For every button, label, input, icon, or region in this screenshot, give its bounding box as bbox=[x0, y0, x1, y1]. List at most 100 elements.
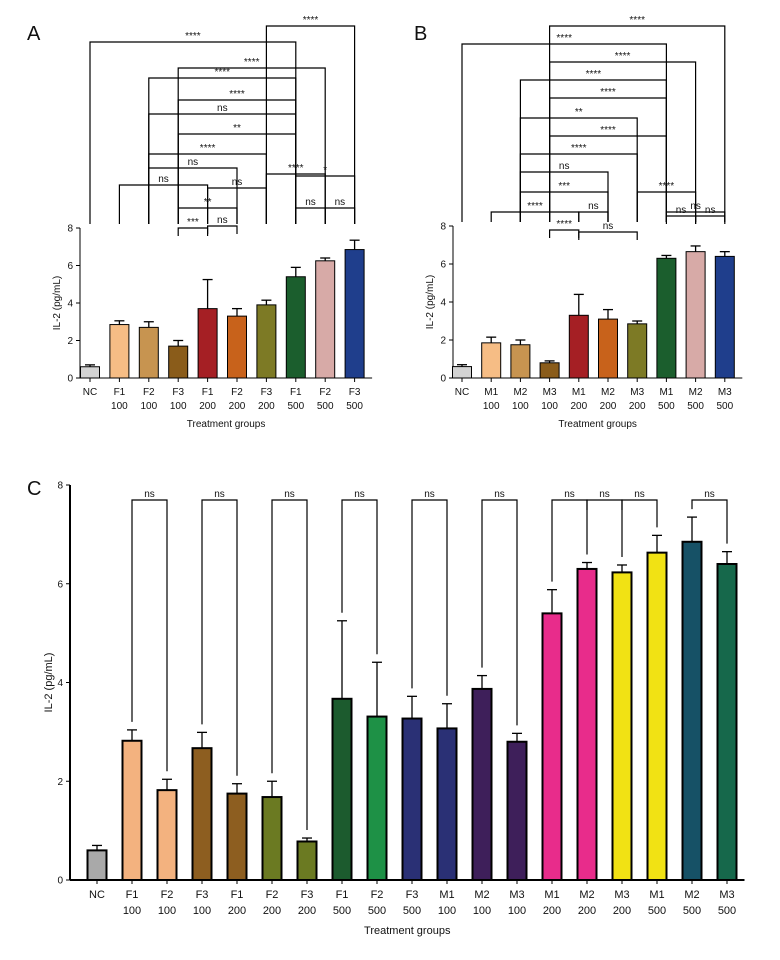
x-tick-label: 200 bbox=[258, 401, 275, 412]
y-tick-label: 0 bbox=[440, 374, 446, 385]
bar bbox=[510, 344, 531, 379]
significance-label: ns bbox=[305, 197, 316, 208]
y-tick-label: 0 bbox=[57, 876, 63, 887]
x-tick-label: M1 bbox=[659, 387, 673, 398]
x-tick-label: 500 bbox=[658, 401, 675, 412]
panel-label: B bbox=[414, 23, 427, 45]
x-tick-label: NC bbox=[89, 889, 105, 901]
y-axis-label: IL-2 (pg/mL) bbox=[43, 653, 55, 713]
y-axis-label: IL-2 (pg/mL) bbox=[425, 275, 436, 329]
significance-label: ns bbox=[424, 489, 435, 500]
x-tick-label: F3 bbox=[349, 387, 361, 398]
x-tick-label: F1 bbox=[114, 387, 126, 398]
significance-label: **** bbox=[586, 69, 602, 80]
x-tick-label: M3 bbox=[509, 889, 524, 901]
bar bbox=[331, 697, 353, 882]
panel-A: A 0 2 4 6 8 IL-2 (pg/mL) NC F1 100 F2 100 F3 100 F1 200… bbox=[27, 15, 373, 430]
x-tick-label: M1 bbox=[649, 889, 664, 901]
significance-bracket bbox=[201, 499, 238, 776]
significance-label: ns bbox=[559, 161, 570, 172]
significance-label: **** bbox=[303, 15, 319, 26]
significance-bracket bbox=[207, 187, 267, 224]
x-tick-label: M2 bbox=[684, 889, 699, 901]
bar bbox=[541, 612, 563, 881]
significance-label: ns bbox=[690, 201, 701, 212]
x-tick-label: F2 bbox=[266, 889, 279, 901]
significance-label: * bbox=[323, 165, 327, 176]
x-tick-label: F1 bbox=[126, 889, 139, 901]
significance-bracket bbox=[324, 207, 356, 224]
significance-label: **** bbox=[659, 181, 675, 192]
bar bbox=[86, 849, 108, 881]
x-tick-label: 500 bbox=[346, 401, 363, 412]
significance-bracket bbox=[131, 499, 168, 772]
y-tick-label: 4 bbox=[57, 678, 63, 689]
significance-bracket bbox=[411, 499, 448, 696]
significance-label: **** bbox=[615, 51, 631, 62]
x-tick-label: 500 bbox=[333, 905, 351, 917]
significance-label: **** bbox=[527, 201, 543, 212]
significance-label: **** bbox=[629, 15, 645, 26]
significance-bracket bbox=[177, 207, 238, 224]
significance-bracket bbox=[271, 499, 308, 831]
x-tick-label: 100 bbox=[111, 401, 128, 412]
y-tick-label: 2 bbox=[440, 336, 446, 347]
significance-label: **** bbox=[571, 143, 587, 154]
significance-label: **** bbox=[229, 89, 245, 100]
significance-bracket bbox=[665, 215, 697, 224]
significance-label: ns bbox=[158, 174, 169, 185]
significance-bracket bbox=[89, 41, 297, 224]
bar bbox=[576, 567, 598, 881]
significance-bracket bbox=[519, 171, 609, 222]
x-tick-label: 500 bbox=[716, 401, 733, 412]
x-tick-label: 100 bbox=[140, 401, 157, 412]
bar bbox=[366, 715, 388, 881]
x-tick-label: 100 bbox=[512, 401, 529, 412]
bar bbox=[656, 257, 677, 379]
x-tick-label: 500 bbox=[648, 905, 666, 917]
x-tick-label: 200 bbox=[578, 905, 596, 917]
significance-label: ns bbox=[284, 489, 295, 500]
significance-label: *** bbox=[558, 181, 570, 192]
y-tick-label: 2 bbox=[57, 777, 63, 788]
x-tick-label: 100 bbox=[193, 905, 211, 917]
significance-label: **** bbox=[556, 33, 572, 44]
y-tick-label: 8 bbox=[57, 481, 63, 492]
x-tick-label: 200 bbox=[543, 905, 561, 917]
significance-bracket bbox=[519, 191, 609, 222]
significance-bracket bbox=[586, 499, 623, 510]
significance-label: **** bbox=[185, 31, 201, 42]
x-tick-label: F1 bbox=[231, 889, 244, 901]
bar bbox=[714, 255, 735, 379]
bar bbox=[80, 366, 100, 379]
bar bbox=[646, 551, 668, 881]
x-tick-label: 500 bbox=[287, 401, 304, 412]
x-tick-label: M2 bbox=[513, 387, 527, 398]
significance-label: ns bbox=[564, 489, 575, 500]
x-tick-label: M3 bbox=[719, 889, 734, 901]
significance-label: ns bbox=[335, 197, 346, 208]
x-tick-label: 200 bbox=[229, 401, 246, 412]
x-tick-label: M2 bbox=[474, 889, 489, 901]
significance-bracket bbox=[551, 499, 588, 582]
significance-bracket bbox=[548, 229, 580, 238]
bar bbox=[191, 747, 213, 882]
y-tick-label: 8 bbox=[67, 224, 73, 235]
x-tick-label: M3 bbox=[543, 387, 557, 398]
x-tick-label: M2 bbox=[689, 387, 703, 398]
x-tick-label: 500 bbox=[317, 401, 334, 412]
x-tick-label: 100 bbox=[483, 401, 500, 412]
significance-label: ns bbox=[144, 489, 155, 500]
significance-bracket bbox=[481, 499, 518, 726]
y-tick-label: 6 bbox=[440, 260, 446, 271]
x-tick-label: 100 bbox=[438, 905, 456, 917]
bar bbox=[436, 727, 458, 882]
x-tick-label: 200 bbox=[228, 905, 246, 917]
x-tick-label: M2 bbox=[601, 387, 615, 398]
significance-label: ** bbox=[575, 107, 583, 118]
x-tick-label: F3 bbox=[172, 387, 184, 398]
bar bbox=[401, 717, 423, 882]
x-tick-label: 200 bbox=[570, 401, 587, 412]
bar bbox=[227, 315, 247, 379]
x-tick-label: F2 bbox=[143, 387, 155, 398]
